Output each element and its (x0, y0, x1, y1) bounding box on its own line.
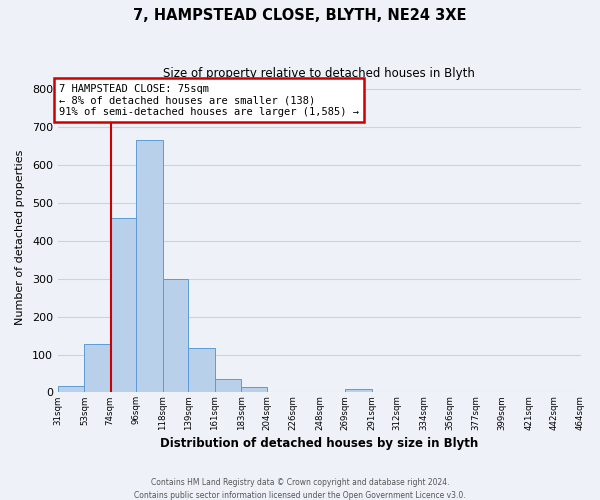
Bar (136, 140, 163, 392)
Title: Size of property relative to detached houses in Blyth: Size of property relative to detached ho… (163, 68, 475, 80)
Bar (241, 388, 267, 392)
Bar (85, 344, 110, 393)
Bar (58, 386, 85, 392)
Y-axis label: Number of detached properties: Number of detached properties (15, 150, 25, 324)
Bar (110, 218, 136, 392)
Bar (215, 379, 241, 392)
X-axis label: Distribution of detached houses by size in Blyth: Distribution of detached houses by size … (160, 437, 478, 450)
Bar (345, 388, 372, 392)
Text: 7, HAMPSTEAD CLOSE, BLYTH, NE24 3XE: 7, HAMPSTEAD CLOSE, BLYTH, NE24 3XE (133, 8, 467, 22)
Text: 7 HAMPSTEAD CLOSE: 75sqm
← 8% of detached houses are smaller (138)
91% of semi-d: 7 HAMPSTEAD CLOSE: 75sqm ← 8% of detache… (59, 84, 359, 117)
Text: Contains HM Land Registry data © Crown copyright and database right 2024.
Contai: Contains HM Land Registry data © Crown c… (134, 478, 466, 500)
Bar (188, 348, 215, 393)
Bar (163, 278, 188, 392)
